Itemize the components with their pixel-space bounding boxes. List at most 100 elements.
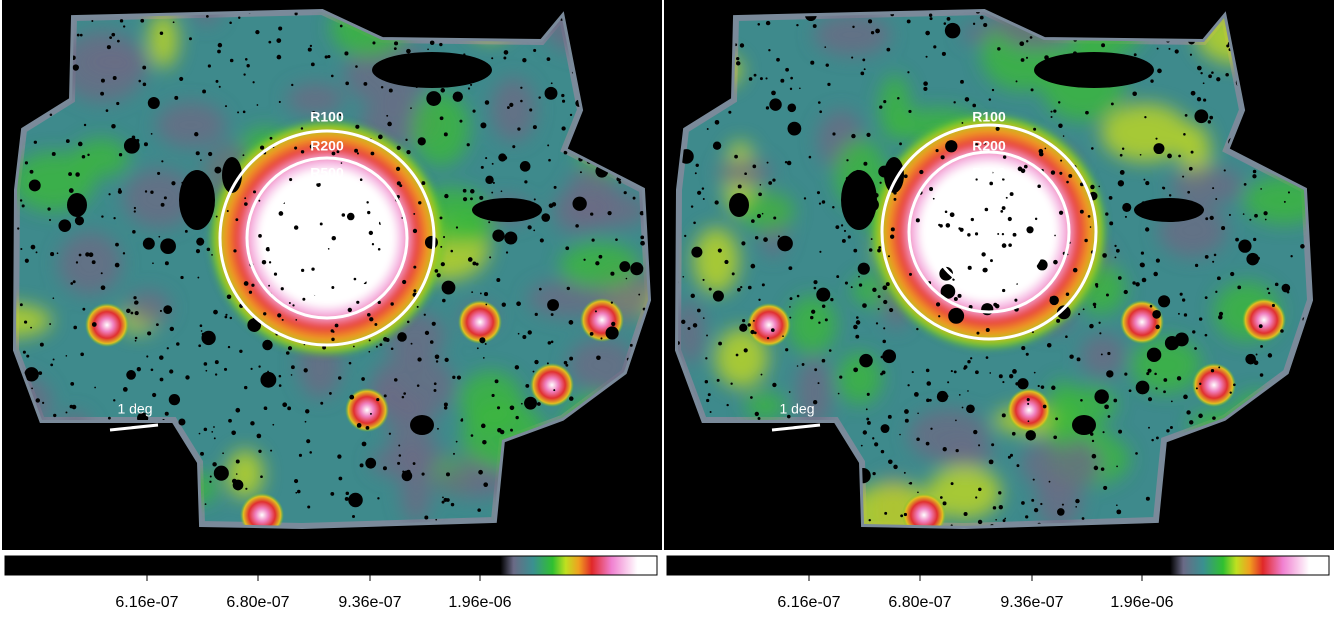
mask-hole: [715, 200, 719, 204]
mask-hole: [504, 50, 509, 55]
mask-hole: [713, 142, 721, 150]
mask-hole: [250, 368, 252, 370]
mask-hole: [208, 152, 212, 156]
mask-hole: [245, 488, 247, 490]
mask-hole: [1120, 154, 1123, 157]
mask-hole: [818, 322, 820, 324]
mask-hole: [230, 317, 232, 319]
mask-hole: [1154, 373, 1157, 376]
mask-hole: [904, 472, 906, 474]
mask-hole: [492, 163, 494, 165]
mask-hole: [397, 146, 401, 150]
mask-hole: [270, 137, 273, 140]
mask-hole: [362, 442, 367, 447]
mask-hole: [869, 519, 871, 521]
mask-hole: [851, 134, 855, 138]
mask-hole: [485, 176, 493, 184]
mask-hole: [954, 297, 958, 301]
mask-hole: [1056, 319, 1060, 323]
mask-hole: [1221, 226, 1225, 230]
mask-hole: [53, 414, 56, 417]
mask-hole: [888, 415, 892, 419]
blob: [797, 356, 832, 429]
mask-hole: [1039, 152, 1043, 156]
mask-hole: [693, 323, 697, 327]
mask-hole: [1203, 82, 1205, 84]
mask-hole: [73, 64, 79, 70]
mask-hole: [926, 381, 931, 386]
mask-hole: [853, 325, 858, 330]
mask-hole: [214, 466, 229, 481]
mask-hole: [1254, 360, 1259, 365]
mask-hole: [1025, 515, 1028, 518]
mask-hole: [552, 202, 556, 206]
mask-hole: [264, 407, 267, 410]
mask-hole: [210, 476, 212, 478]
mask-hole: [1259, 324, 1263, 328]
mask-hole: [1152, 310, 1161, 319]
mask-hole: [1090, 226, 1092, 228]
mask-hole: [967, 360, 970, 363]
mask-hole: [691, 294, 695, 298]
mask-hole: [1035, 218, 1037, 220]
mask-hole: [289, 178, 292, 181]
mask-hole: [1041, 385, 1045, 389]
mask-hole: [1026, 430, 1036, 440]
mask-hole: [1122, 203, 1131, 212]
mask-hole: [866, 133, 870, 137]
mask-hole: [1224, 169, 1226, 171]
mask-hole: [345, 497, 349, 501]
mask-hole: [1163, 378, 1167, 382]
mask-hole: [144, 142, 148, 146]
mask-hole: [507, 106, 510, 109]
mask-hole: [996, 127, 1000, 131]
mask-hole: [633, 197, 636, 200]
mask-hole: [1140, 263, 1145, 268]
mask-hole: [860, 72, 864, 76]
blob: [1080, 334, 1125, 378]
mask-hole: [822, 359, 826, 363]
mask-hole: [1135, 282, 1139, 286]
mask-hole: [442, 299, 446, 303]
mask-hole: [1191, 91, 1196, 96]
mask-hole: [851, 286, 853, 288]
mask-hole: [1124, 372, 1127, 375]
mask-hole: [173, 21, 175, 23]
mask-hole: [1094, 466, 1099, 471]
mask-hole: [883, 300, 887, 304]
mask-hole: [1189, 167, 1193, 171]
mask-hole: [926, 369, 930, 373]
mask-hole: [263, 312, 266, 315]
mask-hole: [533, 49, 536, 52]
mask-hole: [292, 304, 294, 306]
mask-hole: [73, 326, 77, 330]
mask-hole: [262, 260, 266, 264]
mask-hole: [1252, 174, 1256, 178]
mask-hole: [497, 428, 502, 433]
mask-hole: [417, 306, 419, 308]
mask-hole: [216, 80, 219, 83]
mask-hole: [836, 275, 839, 278]
mask-hole: [912, 371, 914, 373]
mask-hole: [1058, 101, 1060, 103]
colorbar-tick-label: 6.80e-07: [888, 594, 951, 611]
mask-hole: [158, 236, 160, 238]
mask-hole: [1104, 404, 1109, 409]
mask-hole: [58, 219, 71, 232]
mask-hole: [839, 375, 842, 378]
mask-hole: [413, 462, 416, 465]
mask-hole: [311, 268, 314, 271]
mask-hole: [1200, 72, 1202, 74]
mask-hole: [1002, 206, 1006, 210]
mask-hole: [890, 235, 894, 239]
mask-hole: [289, 302, 291, 304]
mask-hole: [753, 320, 755, 322]
point-source: [1242, 298, 1286, 342]
mask-hole: [1021, 501, 1025, 505]
mask-hole: [80, 34, 83, 37]
mask-hole: [215, 373, 217, 375]
mask-hole: [1008, 217, 1012, 221]
mask-hole: [69, 188, 74, 193]
mask-hole: [503, 57, 506, 60]
mask-hole: [413, 229, 417, 233]
